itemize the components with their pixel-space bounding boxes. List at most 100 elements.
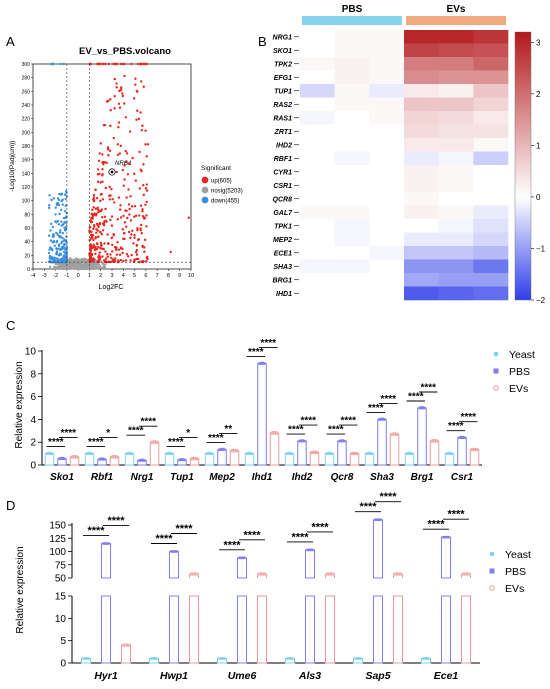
heatmap-cell xyxy=(404,232,439,247)
volcano-point-down xyxy=(56,197,60,200)
volcano-point-up xyxy=(96,206,99,210)
heatmap-cell xyxy=(300,57,335,71)
volcano-point-down xyxy=(52,197,56,200)
volcano-y-tick-label: 240 xyxy=(22,103,31,109)
data-dot-yeast xyxy=(125,452,129,455)
volcano-point-up xyxy=(135,243,138,247)
volcano-x-tick-label: 7 xyxy=(156,273,159,279)
volcano-point-up xyxy=(145,155,148,158)
data-dot-evs xyxy=(126,643,130,647)
volcano-point-up xyxy=(145,200,148,204)
heatmap-cell xyxy=(300,84,335,98)
qpcr-c-category-label: Nrg1 xyxy=(131,472,154,483)
qpcr-c-sig-label: **** xyxy=(288,425,304,436)
qpcr-c-categories: Sko1 Rbf1 Nrg1 Tup1 Mep2 Ihd1 Ihd2 Qcr8 Sha3 Brg1… xyxy=(50,472,474,483)
volcano-point-up xyxy=(88,62,91,66)
qpcr-d-category-label: Ume6 xyxy=(228,670,257,682)
volcano-legend-label: nosig(5203) xyxy=(211,188,243,194)
volcano-point-up xyxy=(169,250,172,254)
volcano-point-nosig xyxy=(71,266,74,269)
heatmap-cell xyxy=(369,273,405,287)
volcano-point-up xyxy=(127,162,131,165)
heatmap-cell xyxy=(334,259,370,274)
heatmap-cell xyxy=(334,286,370,301)
qpcr-d-sig-label: **** xyxy=(87,525,105,537)
data-dot-evs xyxy=(155,440,159,444)
qpcr-c-category-label: Sha3 xyxy=(370,472,394,483)
volcano-point-up xyxy=(121,228,124,231)
volcano-point-nosig xyxy=(55,263,58,266)
volcano-point-down xyxy=(47,203,51,207)
data-dot-pbs xyxy=(223,448,226,451)
volcano-point-up xyxy=(112,258,115,262)
heatmap-cell xyxy=(438,124,474,139)
qpcr-d-category-label: Ece1 xyxy=(434,670,459,682)
heatmap-cell xyxy=(369,165,405,179)
volcano-point-up xyxy=(110,224,114,227)
volcano-point-up xyxy=(106,148,110,151)
data-dot-yeast xyxy=(154,657,158,660)
volcano-point-down xyxy=(48,194,51,197)
data-dot-yeast xyxy=(426,657,430,660)
volcano-point-nosig xyxy=(89,267,92,270)
volcano-point-up xyxy=(102,160,105,164)
qpcr-d-bar-pbs xyxy=(441,595,451,664)
volcano-point-up xyxy=(145,225,148,228)
volcano-point-down xyxy=(59,208,63,212)
qpcr-c-bar-pbs xyxy=(217,449,227,466)
volcano-y-tick-label: 120 xyxy=(22,185,31,191)
data-dot-yeast xyxy=(130,452,134,455)
volcano-point-down xyxy=(58,236,62,239)
volcano-point-up xyxy=(99,256,102,259)
volcano-point-up xyxy=(110,215,114,218)
volcano-point-up xyxy=(116,143,120,146)
volcano-point-up xyxy=(138,260,141,264)
data-dot-pbs xyxy=(463,436,466,439)
heatmap-cell xyxy=(473,246,509,260)
qpcr-d-significance: ************************ ****************… xyxy=(83,491,469,551)
heatmap-cell xyxy=(438,57,474,71)
volcano-point-down xyxy=(53,259,56,262)
volcano-legend-swatch xyxy=(201,186,209,194)
volcano-point-up xyxy=(144,129,147,132)
heatmap-cell xyxy=(473,124,509,139)
volcano-point-nosig xyxy=(78,258,81,262)
volcano-point-up xyxy=(91,246,94,250)
volcano-point-up xyxy=(100,216,104,219)
volcano-point-down xyxy=(57,223,61,226)
volcano-point-up xyxy=(94,252,97,256)
volcano-point-up xyxy=(101,153,104,156)
volcano-point-down xyxy=(62,62,66,66)
heatmap-cell xyxy=(300,138,335,152)
volcano-point-up xyxy=(133,205,137,208)
heatmap-cell xyxy=(369,57,405,71)
volcano-point-up xyxy=(145,183,148,186)
heatmap-cell xyxy=(404,178,439,193)
volcano-point-up xyxy=(123,178,126,181)
volcano-point-down xyxy=(62,222,65,225)
qpcr-d-y-tick-label: 125 xyxy=(49,534,66,545)
qpcr-d-bar-pbs-upper xyxy=(373,519,383,579)
data-dot-pbs xyxy=(338,439,341,443)
volcano-point-up xyxy=(110,250,114,253)
data-dot-evs xyxy=(275,431,279,435)
volcano-point-up xyxy=(105,161,108,165)
heatmap-cell xyxy=(334,246,370,260)
volcano-point-up xyxy=(99,181,102,184)
data-dot-yeast xyxy=(208,452,211,455)
data-dot-yeast xyxy=(220,657,224,660)
heatmap-cell xyxy=(334,84,370,98)
volcano-point-nosig xyxy=(76,267,79,270)
volcano-point-up xyxy=(92,206,95,209)
volcano-point-up xyxy=(119,88,123,91)
heatmap-cell xyxy=(300,232,335,247)
volcano-point-up xyxy=(100,208,104,211)
volcano-point-down xyxy=(64,259,68,262)
volcano-point-up xyxy=(104,257,108,260)
qpcr-c-bar-yeast xyxy=(124,453,135,466)
volcano-point-down xyxy=(57,203,61,207)
data-dot-yeast xyxy=(45,452,49,455)
volcano-y-tick-label: 280 xyxy=(22,76,31,82)
volcano-point-up xyxy=(98,230,102,234)
